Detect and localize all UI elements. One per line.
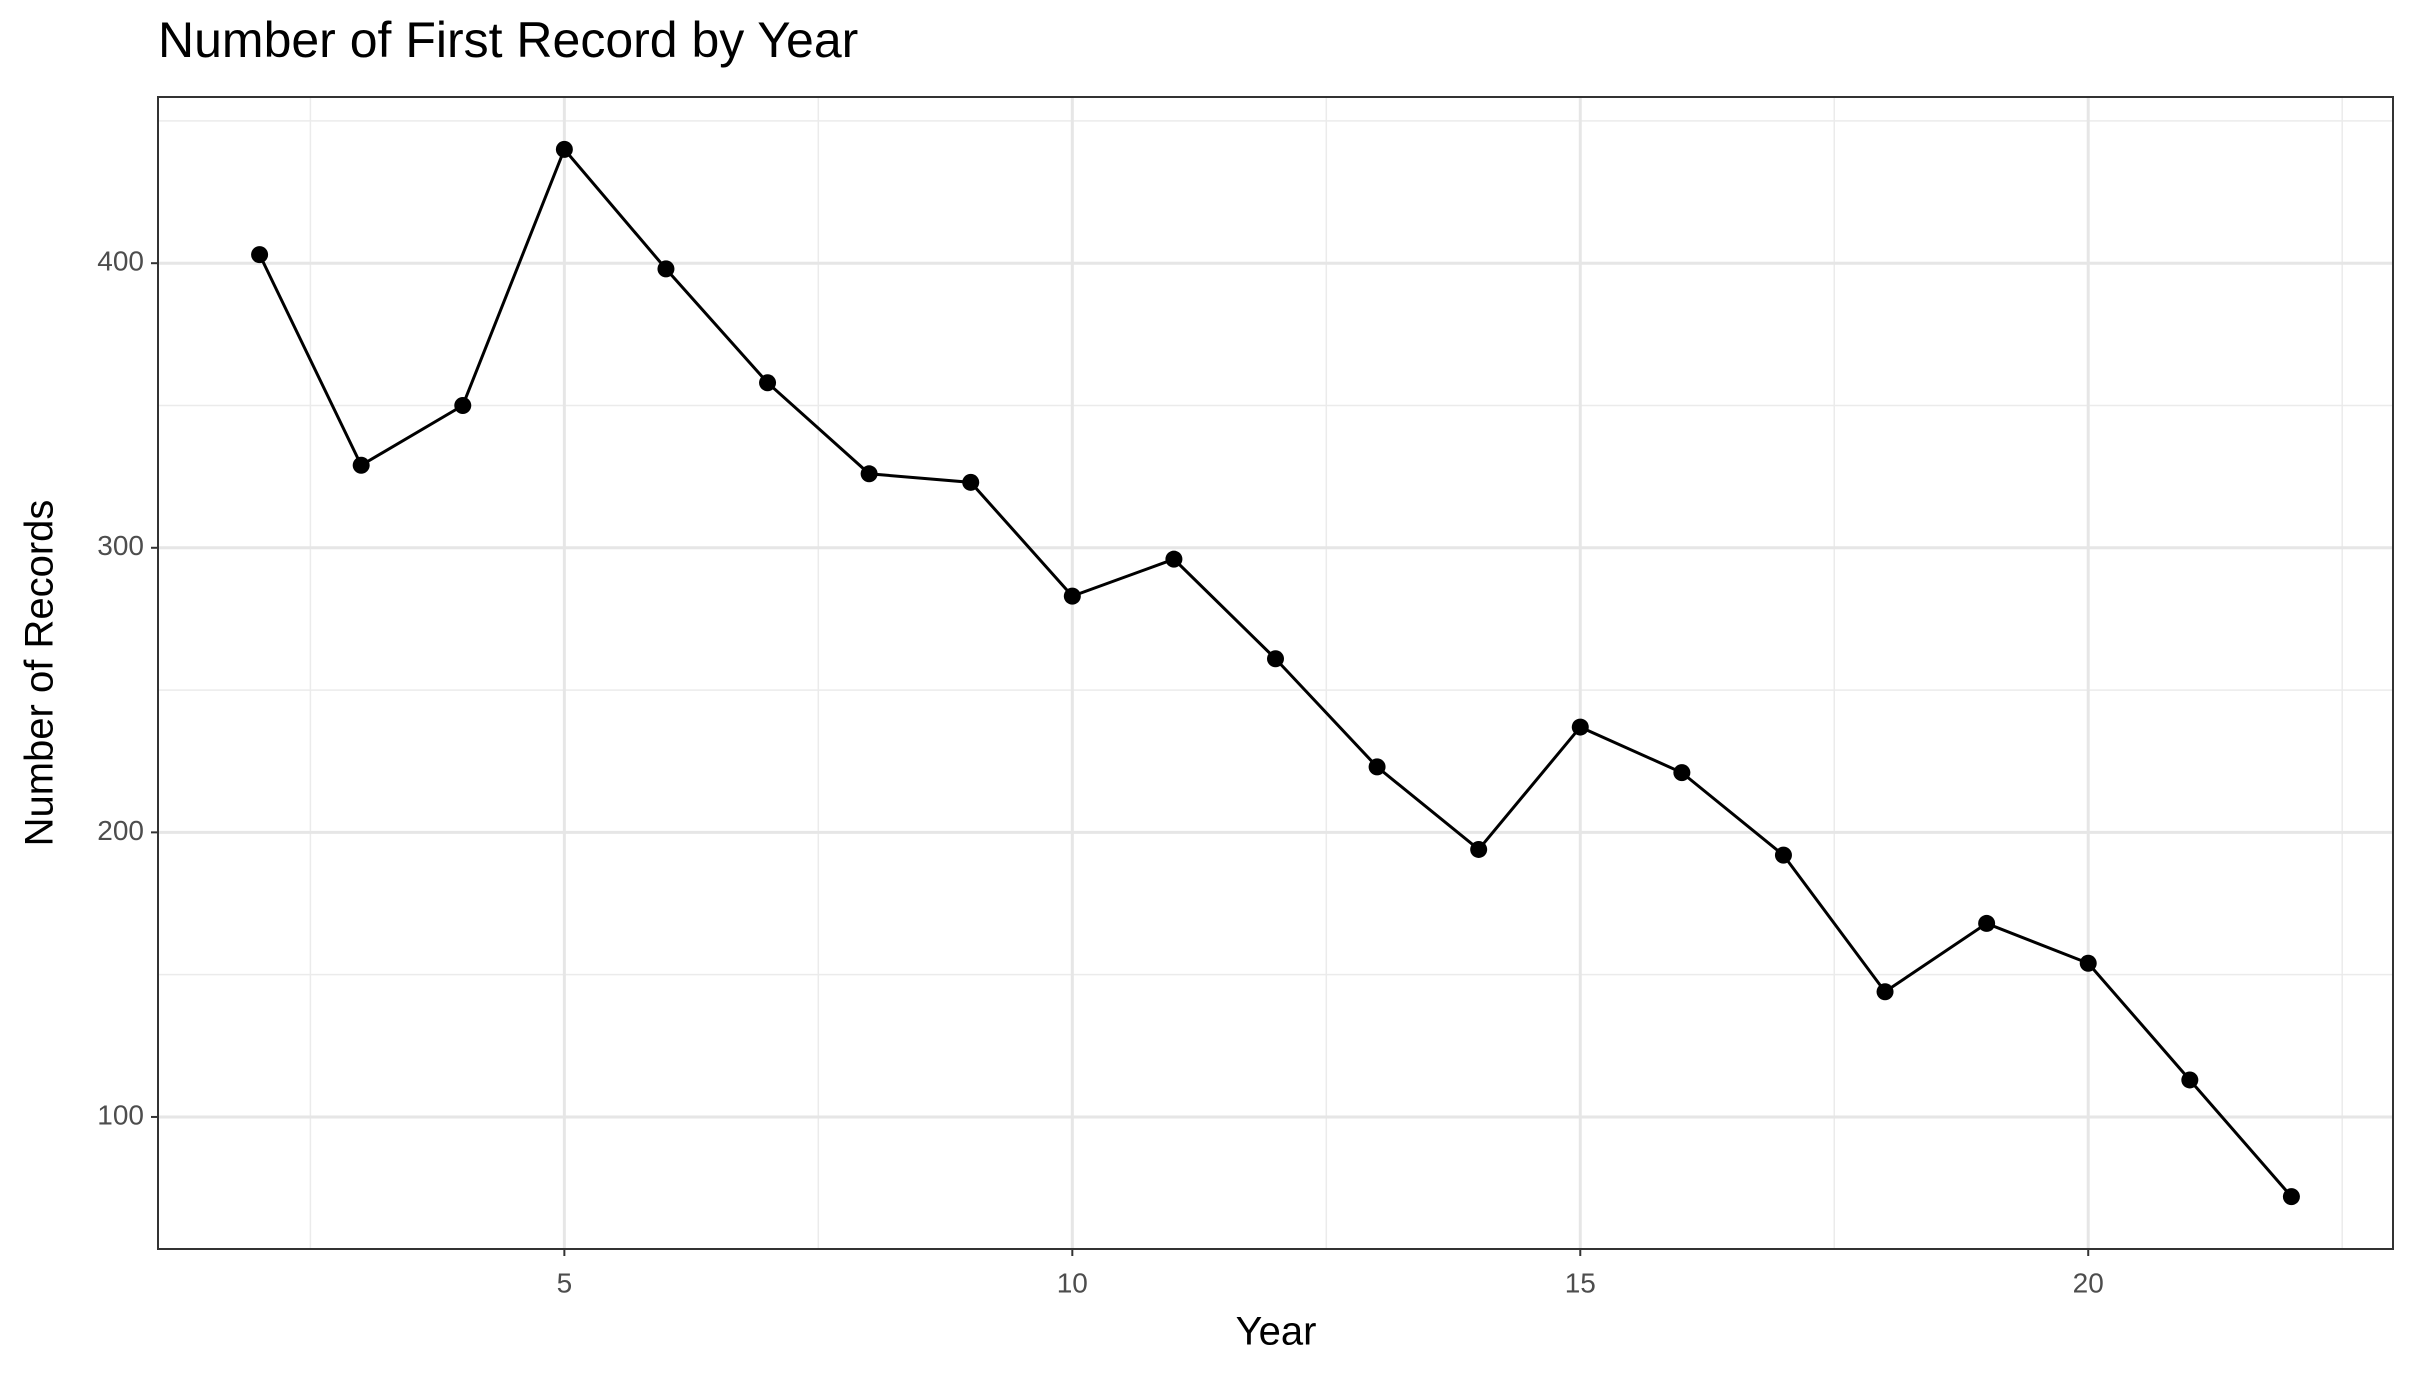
point	[1673, 764, 1691, 782]
point	[1368, 758, 1386, 776]
x-tick-label: 5	[557, 1267, 573, 1298]
y-axis-title: Number of Records	[18, 500, 62, 847]
y-tick-label: 200	[97, 815, 144, 846]
x-tick-label: 10	[1057, 1267, 1088, 1298]
y-tick-label: 100	[97, 1099, 144, 1130]
point	[1063, 587, 1081, 605]
point	[1571, 718, 1589, 736]
point	[352, 456, 370, 474]
point	[2282, 1188, 2300, 1206]
chart-title: Number of First Record by Year	[158, 12, 858, 68]
point	[2079, 954, 2097, 972]
x-axis-title: Year	[1236, 1310, 1317, 1354]
point	[962, 473, 980, 491]
y-tick-label: 400	[97, 246, 144, 277]
point	[1470, 840, 1488, 858]
point	[2181, 1071, 2199, 1089]
point	[657, 260, 675, 278]
point	[1774, 846, 1792, 864]
x-tick-label: 20	[2073, 1267, 2104, 1298]
point	[1978, 914, 1996, 932]
plot-border	[157, 96, 2394, 1250]
point	[251, 246, 269, 264]
point	[759, 374, 777, 392]
point	[1267, 650, 1284, 668]
point	[454, 396, 472, 414]
point	[1165, 550, 1183, 568]
point	[1876, 983, 1894, 1001]
point	[555, 140, 573, 158]
y-tick-label: 300	[97, 530, 144, 561]
point	[860, 465, 878, 483]
x-tick-label: 15	[1565, 1267, 1596, 1298]
